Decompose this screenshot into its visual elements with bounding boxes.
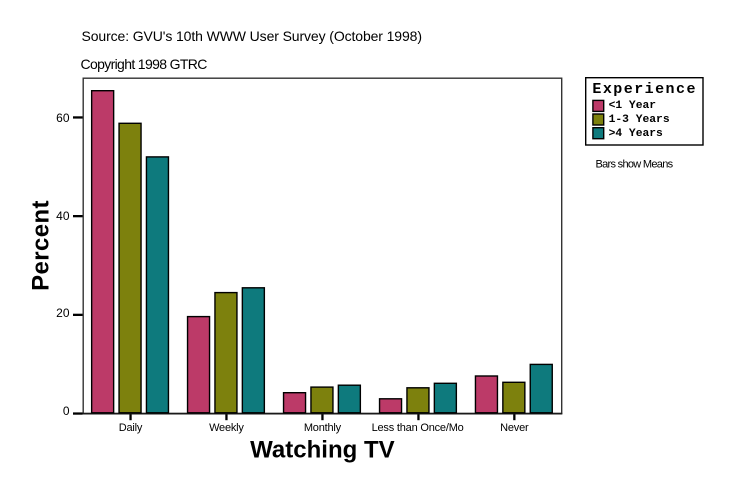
svg-text:60: 60 [56, 111, 70, 125]
svg-text:Watching TV: Watching TV [250, 437, 394, 464]
svg-text:Source: GVU's 10th WWW User Su: Source: GVU's 10th WWW User Survey (Octo… [82, 28, 422, 44]
svg-text:Daily: Daily [119, 422, 143, 434]
svg-text:Weekly: Weekly [209, 422, 244, 434]
svg-text:Bars show Means: Bars show Means [596, 159, 674, 171]
svg-text:20: 20 [56, 306, 70, 320]
svg-text:Copyright 1998 GTRC: Copyright 1998 GTRC [81, 56, 208, 72]
svg-text:Never: Never [500, 422, 529, 434]
svg-text:Monthly: Monthly [304, 422, 342, 434]
svg-text:>4 Years: >4 Years [609, 128, 663, 140]
svg-text:40: 40 [56, 209, 70, 223]
svg-text:Experience: Experience [592, 81, 697, 98]
svg-text:0: 0 [63, 404, 70, 418]
svg-text:Percent: Percent [28, 200, 55, 291]
svg-text:<1 Year: <1 Year [609, 100, 656, 112]
svg-text:1-3 Years: 1-3 Years [609, 114, 670, 126]
svg-text:Less than Once/Mo: Less than Once/Mo [372, 422, 464, 434]
